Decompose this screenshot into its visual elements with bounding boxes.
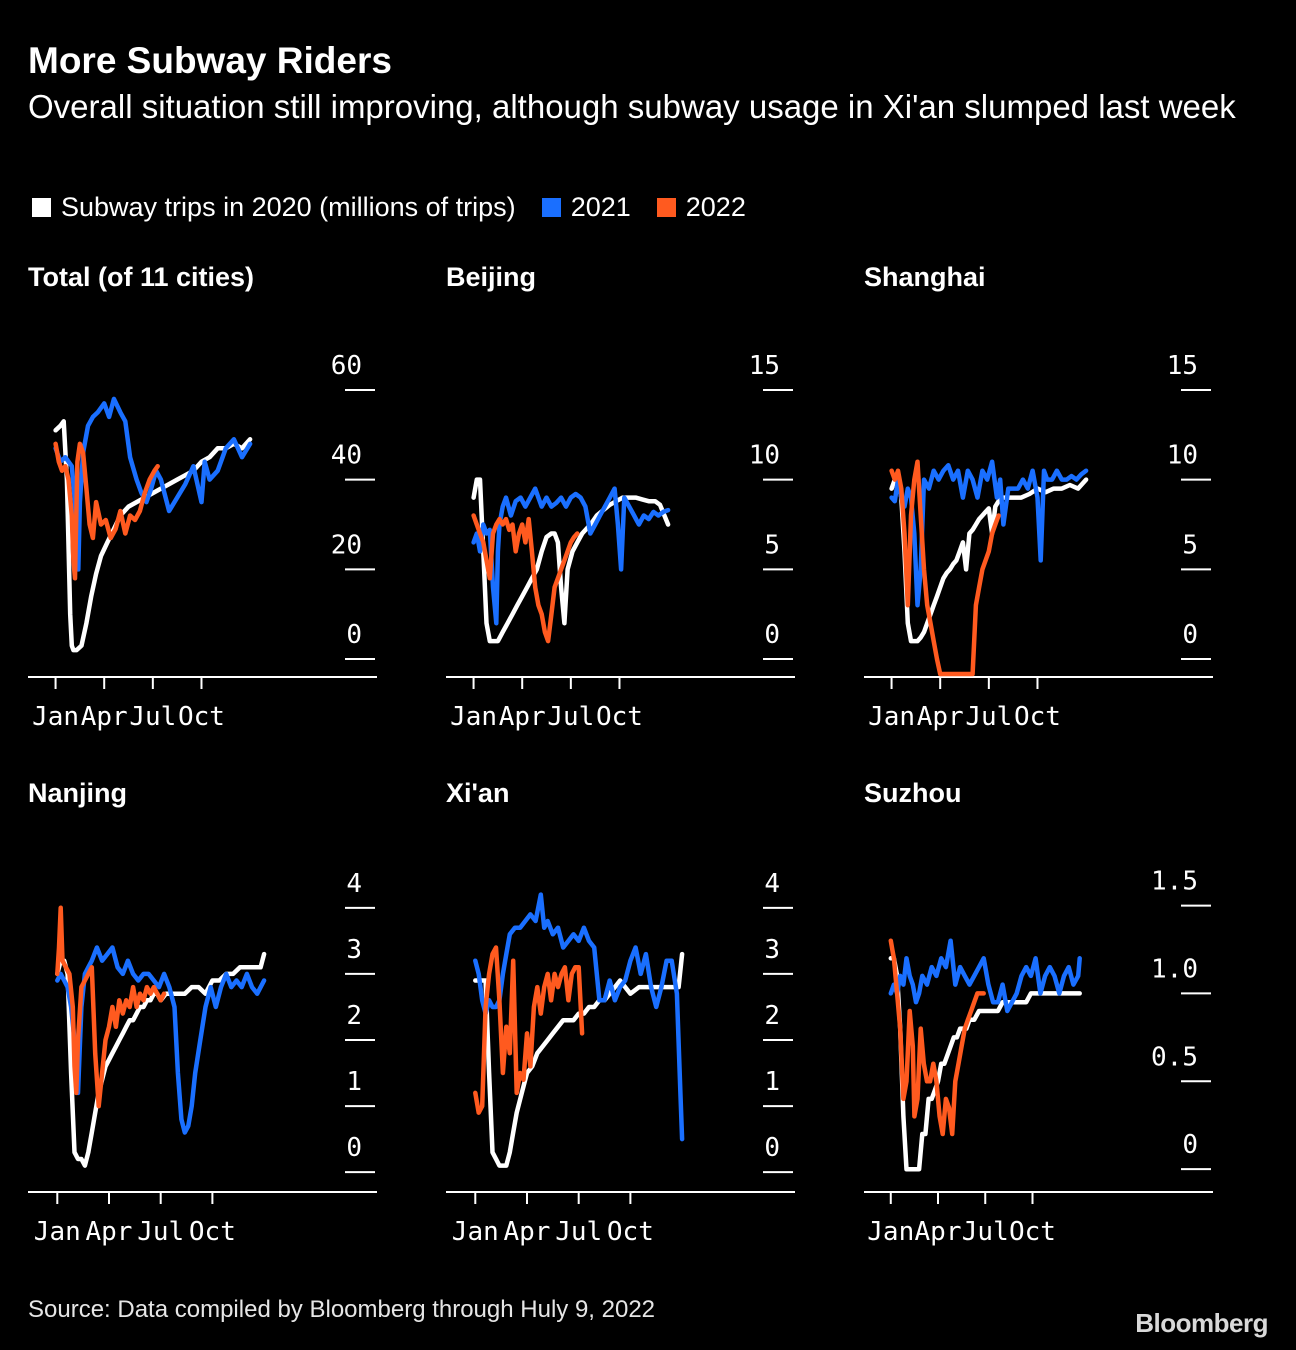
x-tick-label: Jul [547,702,594,732]
legend-label-2022: 2022 [685,192,746,222]
y-tick-label: 1.0 [1151,954,1198,984]
chart-subtitle: Overall situation still improving, altho… [28,88,1236,125]
panel-title-suzhou: Suzhou [864,778,962,808]
x-tick-label: Jul [137,1217,184,1247]
chart-title: More Subway Riders [28,40,392,81]
legend-label-2020: Subway trips in 2020 (millions of trips) [61,192,516,222]
y-tick-label: 60 [331,351,362,381]
y-tick-label: 4 [346,869,362,899]
legend-swatch-2020 [32,198,51,217]
x-tick-label: Apr [86,1217,133,1247]
y-tick-label: 15 [749,351,780,381]
x-tick-label: Jan [452,1217,499,1247]
series-line-2022 [471,513,580,644]
x-tick-label: Oct [189,1217,236,1247]
y-tick-label: 0 [1182,620,1198,650]
series-line-2020 [55,951,267,1168]
x-tick-label: Apr [915,1217,962,1247]
series-line-2021 [471,486,671,626]
series-line-2022 [473,945,585,1115]
series-line-2021 [888,938,1082,1014]
y-tick-label: 0 [764,1133,780,1163]
x-tick-label: Jan [32,702,79,732]
panel-title-total: Total (of 11 cities) [28,262,255,292]
x-tick-label: Oct [607,1217,654,1247]
series-line-2020 [889,477,1089,644]
x-tick-label: Jan [868,702,915,732]
y-tick-label: 5 [764,530,780,560]
y-tick-label: 3 [764,935,780,965]
series-line-2020 [473,951,685,1168]
y-tick-label: 0 [346,620,362,650]
x-tick-label: Oct [1014,702,1061,732]
y-tick-label: 3 [346,935,362,965]
panel-title-shanghai: Shanghai [864,262,986,292]
legend: Subway trips in 2020 (millions of trips)… [32,192,772,223]
legend-item-2021: 2021 [541,192,631,223]
legend-item-2020: Subway trips in 2020 (millions of trips) [32,192,516,223]
series-line-2021 [53,396,253,572]
x-tick-label: Jul [555,1217,602,1247]
series-line-2022 [888,938,986,1137]
x-tick-label: Jan [867,1217,914,1247]
bloomberg-logo: Bloomberg [1135,1308,1268,1338]
series-line-2020 [53,419,253,653]
x-tick-label: Jul [965,702,1012,732]
series-line-2022 [53,441,160,581]
y-tick-label: 20 [331,530,362,560]
y-tick-label: 0 [764,620,780,650]
legend-swatch-2021 [541,198,561,217]
y-tick-label: 2 [346,1001,362,1031]
legend-swatch-2022 [656,198,676,217]
y-tick-label: 0 [1182,1130,1198,1160]
x-tick-label: Jul [129,702,176,732]
x-tick-label: Jan [450,702,497,732]
y-tick-label: 4 [764,869,780,899]
x-tick-label: Jul [962,1217,1009,1247]
x-tick-label: Apr [504,1217,551,1247]
series-line-2021 [889,459,1089,608]
series-line-2022 [55,905,167,1109]
y-tick-label: 1 [764,1067,780,1097]
x-tick-label: Oct [1009,1217,1056,1247]
y-tick-label: 1.5 [1151,867,1198,897]
y-tick-label: 0 [346,1133,362,1163]
y-tick-label: 1 [346,1067,362,1097]
x-tick-label: Apr [917,702,964,732]
y-tick-label: 10 [749,441,780,471]
panel-title-nanjing: Nanjing [28,778,127,808]
series-line-2022 [889,459,1001,677]
y-tick-label: 0.5 [1151,1042,1198,1072]
x-tick-label: Oct [596,702,643,732]
legend-label-2021: 2021 [570,192,631,222]
panel-title-beijing: Beijing [446,262,537,292]
x-tick-label: Jan [34,1217,81,1247]
x-tick-label: Apr [499,702,546,732]
legend-item-2022: 2022 [656,192,746,223]
y-tick-label: 10 [1167,441,1198,471]
y-tick-label: 15 [1167,351,1198,381]
y-tick-label: 5 [1182,530,1198,560]
x-tick-label: Apr [81,702,128,732]
y-tick-label: 2 [764,1001,780,1031]
y-tick-label: 40 [331,441,362,471]
series-line-2021 [473,892,685,1142]
source-note: Source: Data compiled by Bloomberg throu… [28,1296,656,1323]
x-tick-label: Oct [178,702,225,732]
panel-title-xian: Xi'an [446,778,510,808]
